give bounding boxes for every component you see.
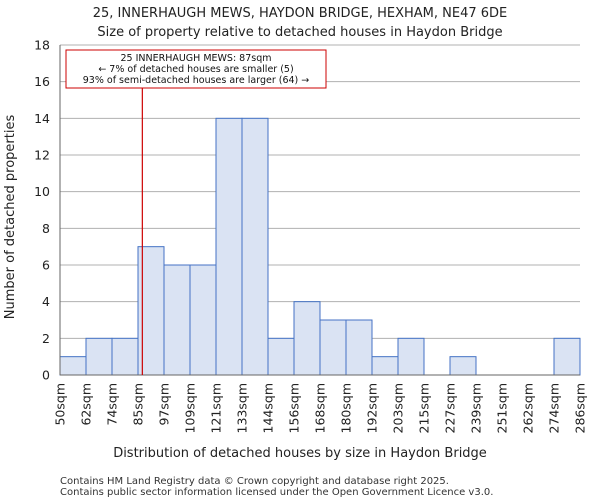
chart-title: 25, INNERHAUGH MEWS, HAYDON BRIDGE, HEXH…: [93, 6, 508, 21]
x-tick-label: 180sqm: [339, 383, 354, 433]
x-tick-label: 156sqm: [287, 383, 302, 433]
x-tick-labels: 50sqm 62sqm 74sqm 85sqm 97sqm 109sqm 121sqm 133…: [53, 383, 588, 433]
footer-line-1: Contains HM Land Registry data © Crown c…: [60, 476, 449, 487]
x-tick-label: 251sqm: [495, 383, 510, 433]
x-tick-label: 85sqm: [131, 383, 146, 426]
bar: [59, 356, 87, 376]
bar: [293, 301, 321, 376]
bar: [449, 356, 477, 376]
bar: [215, 117, 243, 376]
y-tick-label: 0: [42, 368, 50, 383]
annotation-line-3: 93% of semi-detached houses are larger (…: [83, 75, 310, 86]
footer-line-2: Contains public sector information licen…: [60, 487, 493, 498]
bar: [319, 319, 347, 376]
x-axis-label: Distribution of detached houses by size …: [113, 446, 487, 461]
x-tick-label: 227sqm: [443, 383, 458, 433]
y-tick-label: 12: [34, 148, 50, 163]
y-tick-labels: 0 2 4 6 8 10 12 14 16 18: [34, 38, 50, 383]
x-tick-label: 203sqm: [391, 383, 406, 433]
x-tick-label: 97sqm: [157, 383, 172, 426]
y-tick-label: 16: [34, 74, 50, 89]
annotation-box: 25 INNERHAUGH MEWS: 87sqm ← 7% of detach…: [65, 49, 327, 89]
x-tick-label: 262sqm: [521, 383, 536, 433]
bar: [189, 264, 217, 376]
y-tick-label: 18: [34, 38, 50, 53]
x-tick-label: 274sqm: [547, 383, 562, 433]
bar: [397, 337, 425, 376]
bar: [553, 337, 581, 376]
y-tick-label: 8: [42, 221, 50, 236]
x-tick-label: 50sqm: [53, 383, 68, 426]
y-tick-label: 2: [42, 331, 50, 346]
y-tick-label: 4: [42, 294, 50, 309]
bar: [111, 337, 139, 376]
y-axis-label: Number of detached properties: [3, 115, 18, 320]
x-tick-label: 62sqm: [79, 383, 94, 426]
bar: [345, 319, 373, 376]
bar: [371, 356, 399, 376]
y-tick-label: 6: [42, 258, 50, 273]
annotation-line-2: ← 7% of detached houses are smaller (5): [98, 64, 293, 75]
y-tick-label: 10: [34, 184, 50, 199]
chart-subtitle: Size of property relative to detached ho…: [97, 25, 502, 40]
x-tick-label: 109sqm: [183, 383, 198, 433]
y-tick-label: 14: [34, 111, 50, 126]
bar: [85, 337, 113, 376]
bar: [241, 117, 269, 376]
bar: [267, 337, 295, 376]
x-tick-label: 144sqm: [261, 383, 276, 433]
x-tick-label: 133sqm: [235, 383, 250, 433]
x-tick-label: 239sqm: [469, 383, 484, 433]
bars: [59, 117, 581, 376]
x-tick-label: 74sqm: [105, 383, 120, 426]
x-tick-label: 286sqm: [573, 383, 588, 433]
x-tick-label: 121sqm: [209, 383, 224, 433]
bar: [163, 264, 191, 376]
x-tick-label: 168sqm: [313, 383, 328, 433]
x-tick-label: 215sqm: [417, 383, 432, 433]
annotation-line-1: 25 INNERHAUGH MEWS: 87sqm: [120, 53, 271, 64]
annotation-frame: [65, 49, 327, 89]
x-tick-label: 192sqm: [365, 383, 380, 433]
